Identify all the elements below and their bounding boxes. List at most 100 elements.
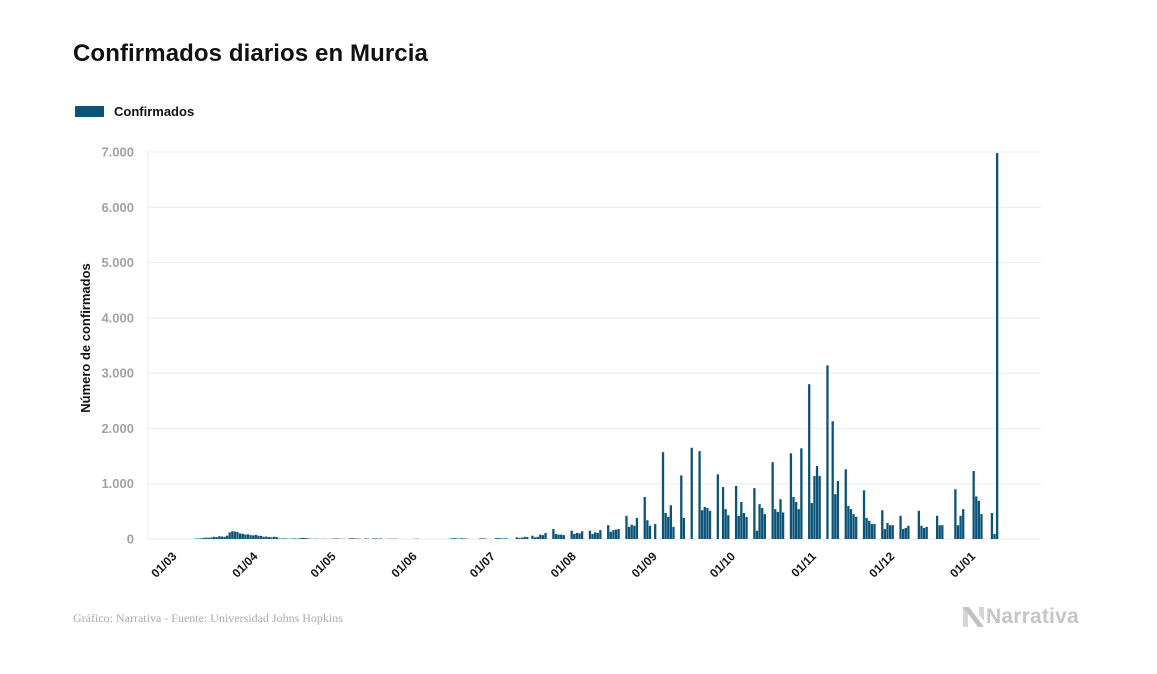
bar — [372, 538, 375, 539]
bar — [526, 537, 529, 539]
bar — [599, 530, 602, 539]
bar — [680, 475, 683, 539]
bar — [883, 529, 887, 539]
bar — [560, 534, 563, 539]
bars — [194, 153, 999, 540]
bar — [246, 534, 250, 539]
bar — [669, 505, 672, 539]
bar — [737, 515, 740, 539]
bar — [554, 534, 558, 539]
bar — [844, 469, 847, 539]
bar — [907, 525, 910, 539]
bar — [252, 535, 255, 539]
bar — [505, 538, 508, 539]
bar — [956, 525, 960, 539]
bar — [614, 529, 618, 539]
y-tick-label: 5.000 — [101, 255, 134, 270]
bar — [862, 490, 866, 539]
x-tick-label: 01/12 — [866, 549, 897, 580]
bar — [304, 538, 307, 539]
bar — [379, 538, 383, 539]
x-tick-label: 01/08 — [548, 549, 579, 580]
chart-title: Confirmados diarios en Murcia — [73, 40, 428, 67]
bar — [278, 538, 281, 539]
legend-label: Confirmados — [114, 104, 195, 119]
bar — [661, 452, 665, 539]
bar — [635, 517, 639, 539]
y-tick-label: 3.000 — [101, 366, 134, 381]
bar — [481, 538, 485, 539]
bar — [460, 538, 464, 539]
bar — [455, 538, 458, 539]
bar — [706, 508, 709, 539]
bar — [727, 515, 730, 539]
bar — [239, 533, 242, 539]
bar — [708, 510, 712, 539]
bar — [523, 536, 526, 539]
bar — [810, 503, 813, 539]
bar — [654, 524, 657, 539]
bar — [800, 448, 803, 539]
bar — [761, 508, 764, 539]
bar — [774, 509, 777, 539]
bar — [267, 537, 271, 539]
bar — [886, 522, 889, 539]
bar — [299, 538, 302, 539]
bar — [954, 489, 957, 539]
bar — [215, 537, 218, 539]
bar — [667, 516, 670, 539]
bar — [301, 537, 304, 539]
x-tick-label: 01/11 — [788, 549, 819, 580]
bar — [745, 516, 748, 539]
bar — [977, 500, 981, 539]
bar — [351, 538, 354, 539]
legend-swatch — [75, 106, 104, 117]
bar — [348, 538, 351, 539]
bar — [541, 535, 545, 539]
y-tick-label: 6.000 — [101, 200, 134, 215]
bar — [972, 471, 975, 539]
bar — [236, 532, 239, 539]
bar — [808, 384, 811, 539]
bar — [721, 487, 725, 539]
bar — [646, 520, 649, 539]
x-tick-label: 01/05 — [308, 549, 339, 580]
bar — [648, 525, 652, 539]
bar — [627, 526, 631, 539]
bar — [815, 466, 819, 539]
bar — [536, 536, 539, 539]
bar — [544, 532, 547, 539]
bar — [205, 537, 208, 539]
bar — [763, 514, 766, 539]
bar — [259, 535, 263, 539]
y-tick-label: 0 — [127, 532, 134, 547]
bar — [596, 532, 599, 539]
x-tick-label: 01/04 — [229, 549, 260, 580]
bar — [570, 530, 573, 539]
bar — [792, 496, 795, 539]
bar — [453, 538, 456, 539]
bar — [580, 531, 584, 539]
bar — [701, 510, 704, 539]
bar — [868, 520, 871, 539]
bar — [520, 537, 524, 539]
bar — [557, 534, 560, 539]
y-tick-label: 1.000 — [101, 476, 134, 491]
bar — [776, 511, 780, 539]
bar — [494, 538, 498, 539]
bar — [873, 524, 876, 539]
bar — [643, 496, 646, 539]
bar — [904, 527, 907, 539]
bar — [272, 536, 276, 539]
bar — [609, 531, 612, 539]
bar — [779, 499, 782, 539]
bar — [218, 536, 221, 539]
x-tick-label: 01/07 — [467, 549, 498, 580]
bar — [500, 538, 503, 539]
bar — [865, 517, 868, 539]
bar — [935, 515, 939, 539]
bar — [703, 506, 706, 539]
bar — [249, 535, 252, 539]
bar — [716, 474, 719, 539]
source-credit: Gráfico: Narrativa - Fuente: Universidad… — [73, 611, 343, 625]
